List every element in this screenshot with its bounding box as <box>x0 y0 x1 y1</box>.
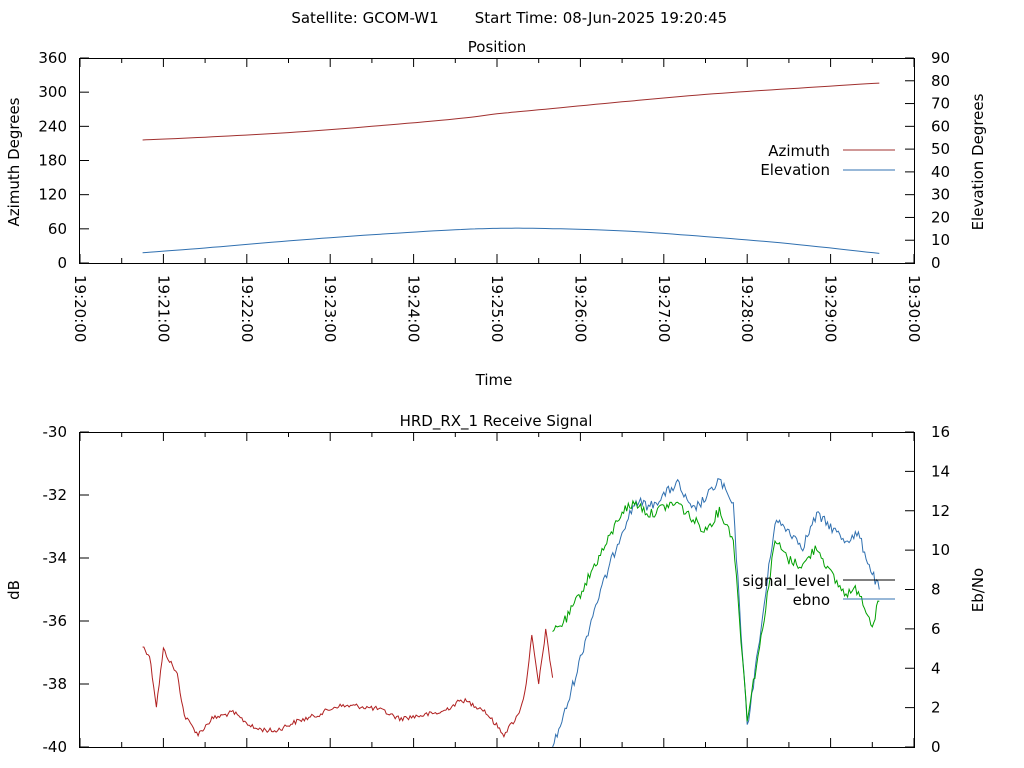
receive-signal-chart-y-tick-label: -34 <box>43 549 68 567</box>
position-chart-y2-tick-label: 20 <box>931 208 950 226</box>
receive-signal-chart-y2-tick-label: 4 <box>931 659 941 677</box>
series-line-signal-level <box>142 628 554 738</box>
receive-signal-chart-y2-tick-label: 8 <box>931 581 941 599</box>
receive-signal-chart-ticks <box>79 431 915 748</box>
position-chart-x-tick-label: 19:28:00 <box>738 275 756 342</box>
position-chart-x-tick-label: 19:20:00 <box>71 275 89 342</box>
legend-label-elevation: Elevation <box>760 161 830 179</box>
position-chart-y-tick-label: 120 <box>38 186 67 204</box>
legend-label-ebno: ebno <box>793 591 830 609</box>
receive-signal-chart-y2-tick-label: 16 <box>931 423 950 441</box>
position-chart-y2-tick-label: 0 <box>931 254 941 272</box>
position-chart-x-tick-label: 19:23:00 <box>321 275 339 342</box>
receive-signal-chart-y2-tick-labels: 0 2 4 6 8 10 12 14 16 <box>931 423 950 756</box>
position-chart-y-tick-label: 180 <box>38 152 67 170</box>
figure-header-satellite: Satellite: GCOM-W1 <box>291 9 438 27</box>
position-chart-y-tick-label: 360 <box>38 49 67 67</box>
receive-signal-chart-y-tick-labels: -40 -38 -36 -34 -32 -30 <box>43 423 68 756</box>
position-chart-y-tick-label: 0 <box>57 254 67 272</box>
receive-signal-chart-y2-tick-label: 12 <box>931 502 950 520</box>
receive-signal-chart-series <box>142 477 880 748</box>
receive-signal-chart-y-axis-label: dB <box>5 580 23 600</box>
legend-label-signal-level: signal_level <box>742 572 830 591</box>
receive-signal-chart-y2-tick-label: 6 <box>931 620 941 638</box>
receive-signal-chart-frame <box>79 432 915 748</box>
receive-signal-chart-y2-axis-label: Eb/No <box>969 568 987 612</box>
position-chart: Position 0 60 120 180 240 300 360 0 10 20 30 40 50 6… <box>5 38 987 389</box>
position-chart-y-tick-label: 300 <box>38 83 67 101</box>
receive-signal-chart-y2-tick-label: 14 <box>931 462 950 480</box>
position-chart-y-tick-labels: 0 60 120 180 240 300 360 <box>38 49 67 272</box>
figure-header-start-time: Start Time: 08-Jun-2025 19:20:45 <box>475 9 727 27</box>
receive-signal-chart-y-tick-label: -38 <box>43 675 68 693</box>
position-chart-y2-tick-label: 80 <box>931 72 950 90</box>
position-chart-x-tick-labels: 19:20:00 19:21:00 19:22:00 19:23:00 19:24:00… <box>71 275 923 342</box>
receive-signal-chart-y2-tick-label: 0 <box>931 738 941 756</box>
position-chart-x-axis-label: Time <box>475 371 513 389</box>
receive-signal-chart-y-tick-label: -40 <box>43 738 68 756</box>
receive-signal-chart-title: HRD_RX_1 Receive Signal <box>400 412 593 431</box>
legend-label-azimuth: Azimuth <box>768 142 830 160</box>
receive-signal-chart: HRD_RX_1 Receive Signal -40-38-36-34-32-… <box>5 412 987 756</box>
position-chart-y2-tick-label: 40 <box>931 163 950 181</box>
position-chart-x-tick-label: 19:24:00 <box>405 275 423 342</box>
position-chart-x-tick-label: 19:25:00 <box>488 275 506 342</box>
position-chart-y2-axis-label: Elevation Degrees <box>969 93 987 230</box>
position-chart-y2-tick-label: 30 <box>931 186 950 204</box>
receive-signal-chart-y2-tick-label: 2 <box>931 699 941 717</box>
position-chart-x-tick-label: 19:30:00 <box>905 275 923 342</box>
position-chart-legend: Azimuth Elevation <box>760 142 895 179</box>
position-chart-x-tick-label: 19:22:00 <box>238 275 256 342</box>
series-line-elevation <box>142 227 880 254</box>
position-chart-y-tick-label: 60 <box>48 220 67 238</box>
position-chart-y2-tick-label: 50 <box>931 140 950 158</box>
receive-signal-chart-legend: signal_level ebno <box>742 572 895 609</box>
position-chart-y-axis-label: Azimuth Degrees <box>5 97 23 226</box>
position-chart-x-tick-label: 19:27:00 <box>655 275 673 342</box>
position-chart-y2-tick-label: 90 <box>931 49 950 67</box>
series-line-ebno <box>552 477 880 748</box>
receive-signal-chart-y-tick-label: -36 <box>43 612 68 630</box>
position-chart-x-tick-label: 19:21:00 <box>154 275 172 342</box>
position-chart-y2-tick-label: 70 <box>931 95 950 113</box>
series-line-series-2 <box>552 499 880 722</box>
position-chart-y2-tick-label: 10 <box>931 231 950 249</box>
receive-signal-chart-y-tick-label: -30 <box>43 423 68 441</box>
receive-signal-chart-y2-tick-label: 10 <box>931 541 950 559</box>
position-chart-series <box>142 82 880 254</box>
position-chart-y2-tick-label: 60 <box>931 117 950 135</box>
position-chart-y-tick-label: 240 <box>38 117 67 135</box>
position-chart-ticks <box>79 57 915 264</box>
position-chart-y2-tick-labels: 0 10 20 30 40 50 60 70 80 90 <box>931 49 950 272</box>
series-line-azimuth <box>142 82 880 141</box>
position-chart-x-tick-label: 19:29:00 <box>822 275 840 342</box>
position-chart-title: Position <box>468 38 526 56</box>
position-chart-x-tick-label: 19:26:00 <box>571 275 589 342</box>
receive-signal-chart-y-tick-label: -32 <box>43 486 68 504</box>
